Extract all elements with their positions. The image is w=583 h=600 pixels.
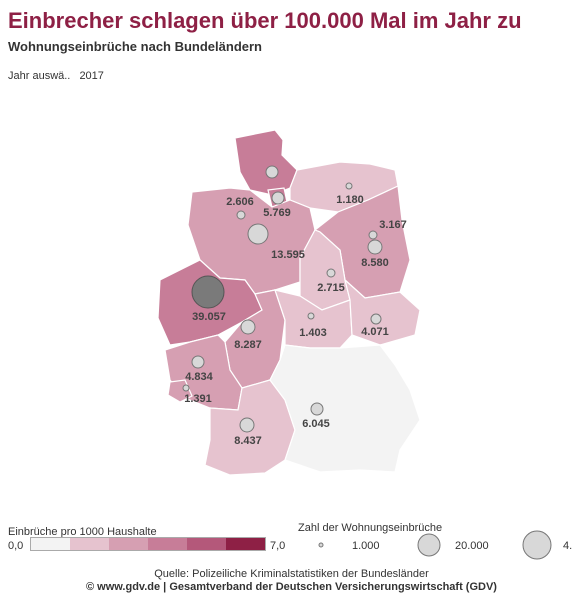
year-filter-value[interactable]: 2017 [79, 70, 104, 82]
label-by: 6.045 [302, 418, 330, 430]
label-sh: 5.769 [263, 207, 291, 219]
size-legend-title: Zahl der Wohnungseinbrüche [298, 522, 443, 534]
bubble-mv [345, 182, 353, 190]
label-bw: 8.437 [234, 435, 262, 447]
label-bb: 8.580 [361, 257, 389, 269]
color-legend-min: 0,0 [8, 540, 24, 552]
size-legend-label-medium: 20.000 [455, 540, 489, 552]
bubble-rp [191, 355, 205, 369]
color-legend-max: 7,0 [270, 540, 286, 552]
label-st: 2.715 [317, 282, 345, 294]
color-legend-scale [30, 537, 266, 551]
color-legend-step [70, 538, 109, 550]
label-nw: 39.057 [192, 311, 226, 323]
bubble-sh [265, 165, 279, 179]
size-legend-label-small: 1.000 [352, 540, 380, 552]
state-th[interactable] [274, 289, 353, 349]
year-filter-label: Jahr auswä.. [8, 70, 71, 82]
bubble-be [368, 230, 378, 240]
bubble-sn [370, 313, 382, 325]
year-filter[interactable]: Jahr auswä.. 2017 [8, 70, 104, 82]
size-legend-bubble-medium [417, 533, 441, 557]
state-sn[interactable] [343, 278, 421, 346]
bubble-nw [191, 275, 225, 309]
bubble-st [326, 268, 336, 278]
label-hb: 2.606 [226, 196, 254, 208]
source-text: Quelle: Polizeiliche Kriminalstatistiken… [154, 568, 429, 580]
label-mv: 1.180 [336, 194, 364, 206]
label-sn: 4.071 [361, 326, 389, 338]
color-legend-step [31, 538, 70, 550]
label-ni: 13.595 [271, 249, 305, 261]
bubble-th [307, 312, 315, 320]
color-legend-step [187, 538, 226, 550]
size-legend-bubble-small [318, 542, 324, 548]
bubble-ni [247, 223, 269, 245]
label-rp: 4.834 [185, 371, 213, 383]
size-legend-label-large: 4. [563, 540, 573, 552]
bubble-he [240, 319, 256, 335]
bubble-sl [182, 384, 190, 392]
label-he: 8.287 [234, 339, 262, 351]
color-legend-step [148, 538, 187, 550]
bubble-bw [239, 417, 255, 433]
bubble-by [310, 402, 324, 416]
bubble-bb [367, 239, 383, 255]
state-by[interactable] [269, 344, 421, 473]
color-legend-step [109, 538, 148, 550]
color-legend-title: Einbrüche pro 1000 Haushalte [8, 526, 157, 538]
page-subtitle: Wohnungseinbrüche nach Bundeländern [8, 39, 262, 54]
state-sh[interactable] [234, 129, 298, 196]
page-title: Einbrecher schlagen über 100.000 Mal im … [8, 8, 522, 33]
color-legend-step [226, 538, 265, 550]
label-sl: 1.391 [184, 393, 212, 405]
bubble-hh [271, 191, 285, 205]
bubble-hb [236, 210, 246, 220]
label-be: 3.167 [379, 219, 407, 231]
label-th: 1.403 [299, 327, 327, 339]
copyright-text: © www.gdv.de | Gesamtverband der Deutsch… [86, 581, 497, 593]
size-legend-bubble-large [522, 530, 552, 560]
